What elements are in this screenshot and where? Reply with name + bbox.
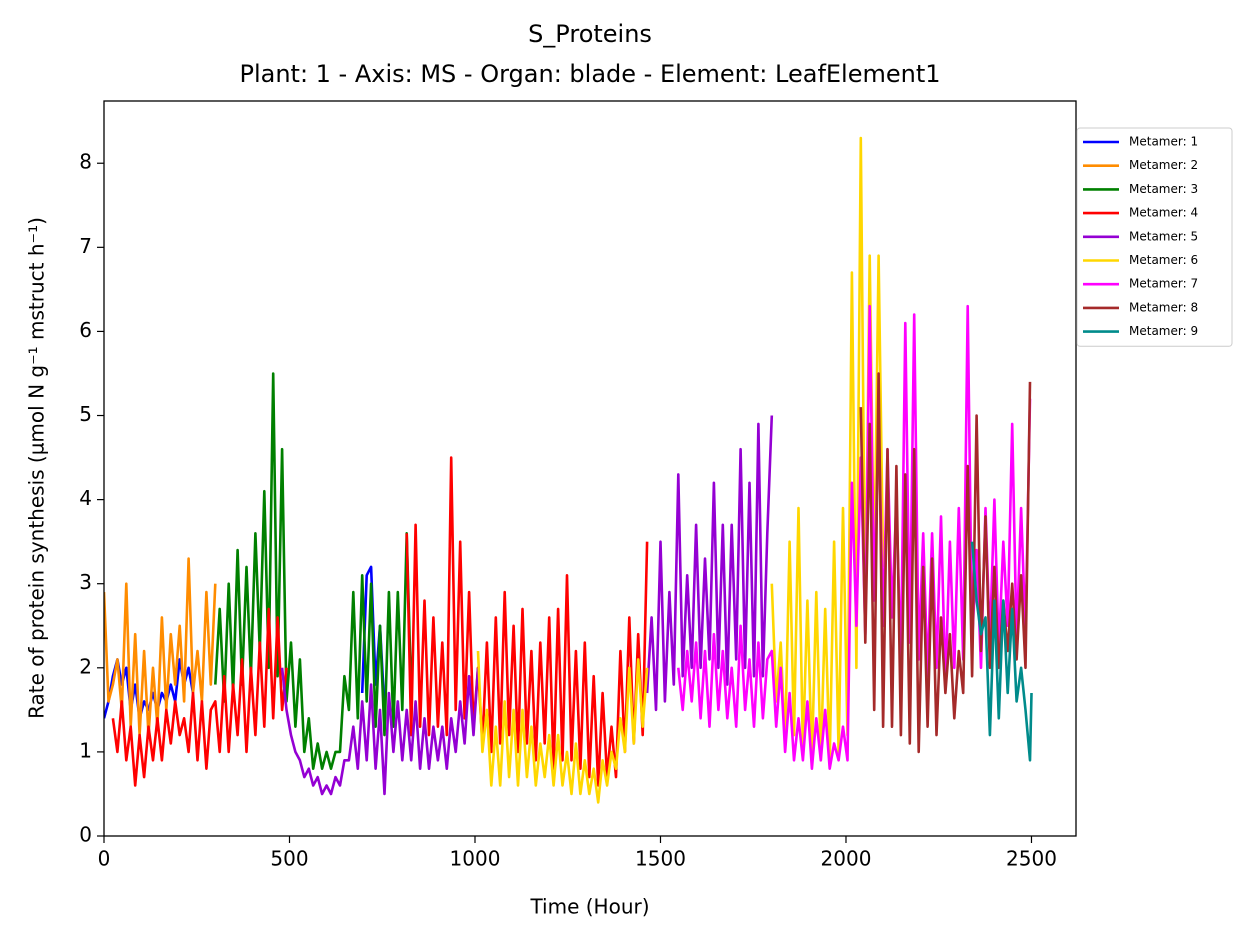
y-tick-label: 0 [79, 823, 92, 847]
legend-label: Metamer: 6 [1129, 253, 1198, 267]
y-tick-label: 8 [79, 150, 92, 174]
legend-label: Metamer: 1 [1129, 135, 1198, 149]
series-line [970, 541, 1033, 762]
legend-label: Metamer: 3 [1129, 182, 1198, 196]
x-tick-label: 2000 [821, 847, 872, 871]
y-tick-label: 6 [79, 318, 92, 342]
series-line [104, 557, 217, 737]
x-tick-label: 500 [270, 847, 308, 871]
y-tick-label: 3 [79, 570, 92, 594]
legend-label: Metamer: 7 [1129, 277, 1198, 291]
y-tick-label: 5 [79, 402, 92, 426]
legend-label: Metamer: 8 [1129, 300, 1198, 314]
chart-title: S_Proteins [528, 20, 652, 48]
y-axis-label: Rate of protein synthesis (µmol N g⁻¹ ms… [25, 217, 49, 719]
x-tick-label: 0 [98, 847, 111, 871]
legend-label: Metamer: 4 [1129, 206, 1198, 220]
y-tick-label: 2 [79, 654, 92, 678]
legend-box [1076, 127, 1233, 347]
legend-label: Metamer: 9 [1129, 324, 1198, 338]
legend-label: Metamer: 5 [1129, 229, 1198, 243]
y-tick-label: 4 [79, 486, 92, 510]
y-tick-label: 7 [79, 234, 92, 258]
legend-label: Metamer: 2 [1129, 158, 1198, 172]
x-axis-label: Time (Hour) [529, 895, 649, 919]
plot-frame [103, 100, 1077, 837]
x-tick-label: 2500 [1006, 847, 1057, 871]
x-tick-label: 1000 [450, 847, 501, 871]
y-tick-label: 1 [79, 738, 92, 762]
x-tick-label: 1500 [635, 847, 686, 871]
chart-subtitle: Plant: 1 - Axis: MS - Organ: blade - Ele… [239, 60, 940, 88]
series-line [280, 415, 774, 796]
series-line [214, 372, 413, 770]
